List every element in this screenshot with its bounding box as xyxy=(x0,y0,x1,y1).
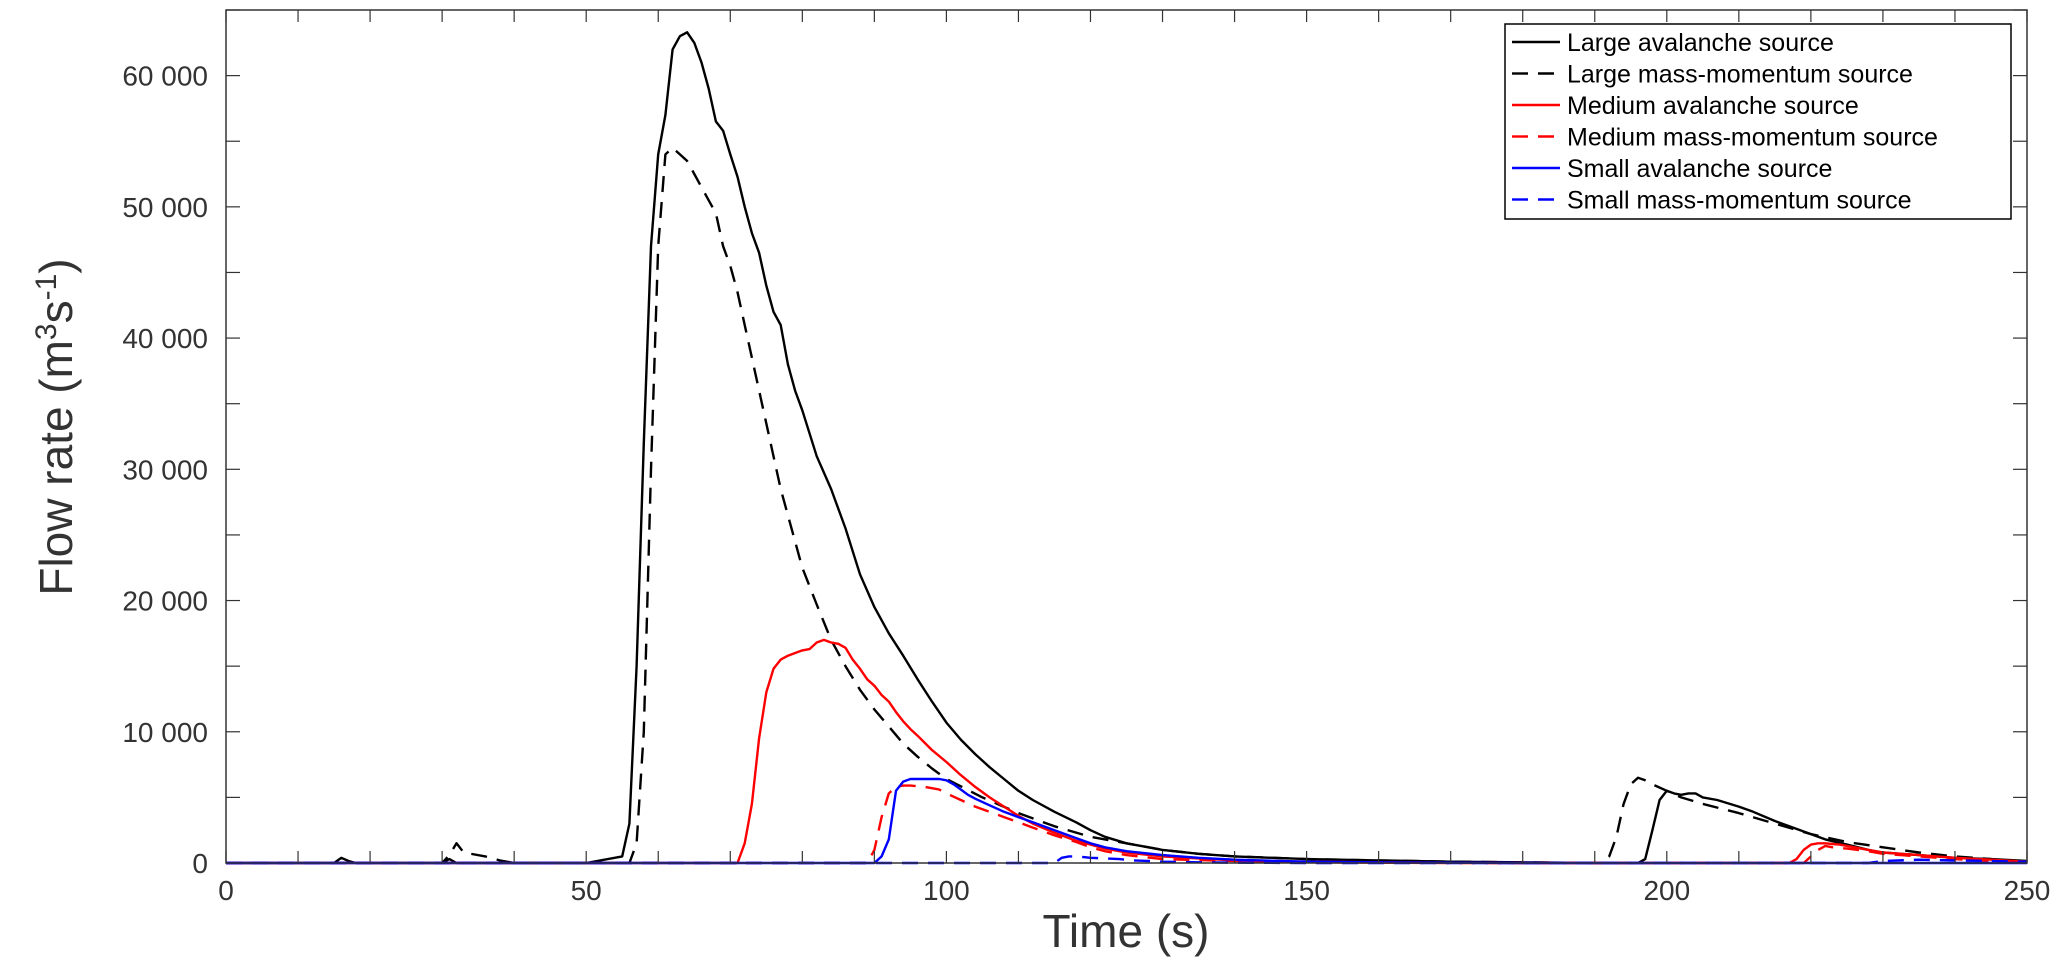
y-axis-label-base: Flow rate (m xyxy=(30,340,82,596)
legend-label-3: Medium avalanche source xyxy=(1567,92,1859,120)
y-axis-label-sup1: 3 xyxy=(30,323,63,340)
legend-label-5: Small avalanche source xyxy=(1567,155,1832,183)
x-tick-label: 200 xyxy=(1643,875,1690,906)
y-axis-label-mid: s xyxy=(30,300,82,323)
x-tick-label: 0 xyxy=(218,875,234,906)
y-tick-label: 20 000 xyxy=(122,586,208,617)
y-tick-label: 10 000 xyxy=(122,717,208,748)
y-tick-label: 50 000 xyxy=(122,192,208,223)
x-tick-label: 50 xyxy=(571,875,602,906)
y-tick-label: 0 xyxy=(192,848,208,879)
axes-layer xyxy=(225,9,2028,864)
series-line-3 xyxy=(226,638,2028,865)
legend-box xyxy=(1504,23,2012,220)
y-axis-label-end: ) xyxy=(30,258,82,273)
y-tick-label: 60 000 xyxy=(122,61,208,92)
x-tick-label: 150 xyxy=(1283,875,1330,906)
y-axis-label: Flow rate (m3s-1) xyxy=(30,258,82,595)
x-axis-label: Time (s) xyxy=(1043,905,1210,957)
legend-label-4: Medium mass-momentum source xyxy=(1567,124,1938,152)
legend: Large avalanche source Large mass-momentu… xyxy=(1504,23,2012,220)
x-tick-label: 250 xyxy=(2004,875,2051,906)
series-line-1 xyxy=(226,31,2028,865)
tick-labels: 0 50 100 150 200 250 0 10 000 20 000 30 000 40 000… xyxy=(122,61,2050,906)
y-tick-label: 30 000 xyxy=(122,454,208,485)
legend-label-2: Large mass-momentum source xyxy=(1567,61,1913,89)
y-axis-label-sup2: -1 xyxy=(30,274,63,301)
series-line-2 xyxy=(226,146,2028,865)
x-tick-label: 100 xyxy=(923,875,970,906)
legend-label-1: Large avalanche source xyxy=(1567,29,1834,57)
y-tick-label: 40 000 xyxy=(122,323,208,354)
legend-label-6: Small mass-momentum source xyxy=(1567,187,1912,215)
plot-frame xyxy=(225,9,2028,864)
series-line-4 xyxy=(226,784,2028,865)
